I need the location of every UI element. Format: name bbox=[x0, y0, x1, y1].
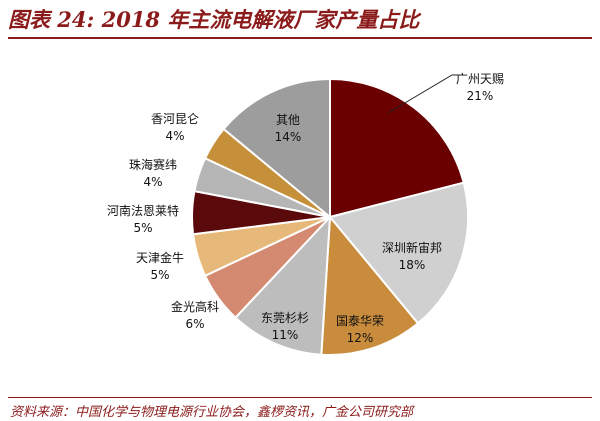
chart-title: 图表 24: 2018 年主流电解液厂家产量占比 bbox=[8, 7, 420, 32]
slice-label-4: 东莞杉杉 bbox=[261, 311, 309, 325]
slice-label-10: 其他 bbox=[276, 113, 300, 127]
slice-label-7: 河南法恩莱特 bbox=[107, 203, 179, 218]
slice-value-8: 4% bbox=[143, 175, 162, 189]
slice-value-10: 14% bbox=[275, 130, 302, 144]
slice-value-5: 6% bbox=[185, 317, 204, 331]
source-divider bbox=[8, 397, 592, 398]
slice-value-3: 12% bbox=[347, 331, 374, 345]
title-divider bbox=[8, 37, 592, 39]
pie-chart: 广州天赐 21% 深圳新宙邦 18% 国泰华荣 12% 东莞杉杉 11% 金光高科 6% 天津金牛 5… bbox=[107, 72, 504, 356]
slice-value-7: 5% bbox=[133, 221, 152, 235]
slice-label-5: 金光高科 bbox=[171, 299, 219, 314]
pie-slice-2 bbox=[328, 181, 469, 325]
pie-slice-10 bbox=[222, 77, 331, 220]
pie-slice-1 bbox=[329, 77, 465, 219]
source-note: 资料来源：中国化学与物理电源行业协会，鑫椤资讯，广金公司研究部 bbox=[10, 405, 414, 420]
pie-slice-4 bbox=[234, 214, 332, 356]
slice-label-2: 深圳新宙邦 bbox=[382, 240, 442, 255]
slice-value-1: 21% bbox=[467, 89, 494, 103]
pie-slice-3 bbox=[320, 214, 420, 356]
slice-value-2: 18% bbox=[399, 258, 426, 272]
slice-label-1: 广州天赐 bbox=[456, 72, 504, 86]
slice-label-8: 珠海赛纬 bbox=[129, 157, 177, 172]
pie-labels: 广州天赐 21% 深圳新宙邦 18% 国泰华荣 12% 东莞杉杉 11% 金光高科 6% 天津金牛 5… bbox=[107, 72, 504, 345]
slice-value-9: 4% bbox=[165, 129, 184, 143]
slice-value-4: 11% bbox=[272, 328, 299, 342]
slice-label-6: 天津金牛 bbox=[136, 250, 184, 265]
slice-label-3: 国泰华荣 bbox=[336, 314, 384, 328]
leader-line-1 bbox=[387, 74, 462, 114]
slice-label-9: 香河昆仑 bbox=[151, 112, 199, 126]
slice-value-6: 5% bbox=[150, 268, 169, 282]
pie-slices bbox=[190, 77, 469, 356]
